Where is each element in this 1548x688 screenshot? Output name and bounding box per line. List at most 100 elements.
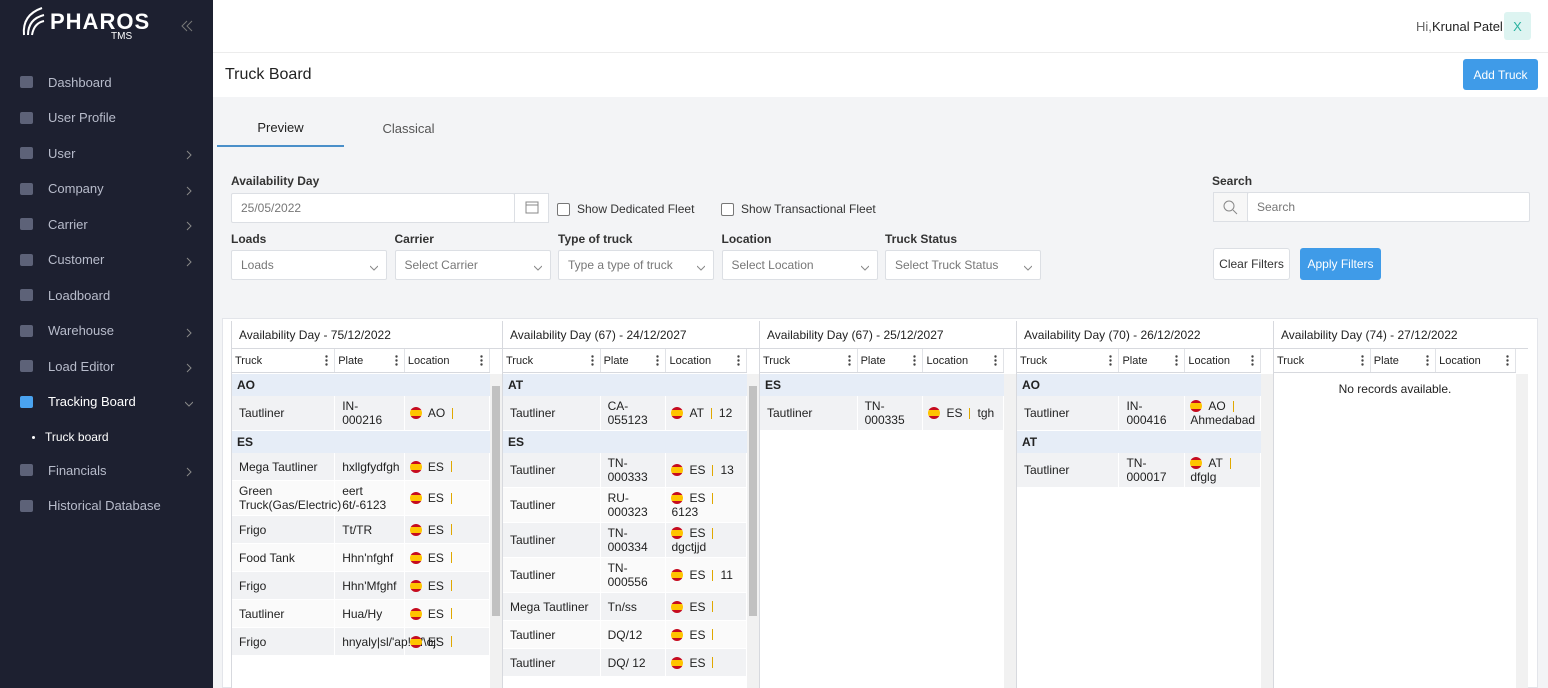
nav-item[interactable]: Load Editor: [0, 351, 213, 381]
group-rows: Tautliner IN-000416 AO Ahmedabad: [1017, 396, 1261, 431]
nav-item[interactable]: User: [0, 138, 213, 168]
truck-row[interactable]: Frigo Hhn'Mfghf ES: [232, 572, 490, 600]
truck-row[interactable]: Frigo hnyaly|sl/'ap!'af\oj' ES: [232, 628, 490, 656]
column-header[interactable]: Location: [666, 349, 747, 372]
country-code: ES: [427, 606, 444, 621]
country-code: ES: [427, 634, 444, 649]
group-rows: Tautliner IN-000216 AO: [232, 396, 490, 431]
scroll-thumb: [492, 386, 500, 616]
nav-item[interactable]: Customer: [0, 245, 213, 275]
column-menu[interactable]: [1426, 355, 1429, 369]
column-menu[interactable]: [913, 355, 917, 369]
column-header[interactable]: Truck: [503, 349, 601, 372]
truck-row[interactable]: Tautliner TN-000333 ES 13: [503, 453, 747, 488]
flag: [409, 407, 422, 419]
country-code: ES: [427, 578, 444, 593]
checkbox[interactable]: Show Transactional Fleet: [721, 202, 876, 216]
truck-row[interactable]: Tautliner IN-000416 AO Ahmedabad: [1017, 396, 1261, 431]
nav-item[interactable]: Warehouse: [0, 316, 213, 346]
column-header[interactable]: Location: [923, 349, 1004, 372]
flag: [671, 407, 684, 419]
column-header[interactable]: Truck: [232, 349, 336, 372]
truck-row[interactable]: Tautliner TN-000334 ES dgctjjd: [503, 523, 747, 558]
truck-row[interactable]: Tautliner RU-000323 ES 6123: [503, 488, 747, 523]
plate-cell: hxllgfydfgh: [335, 453, 405, 480]
column-menu[interactable]: [656, 355, 660, 369]
column-menu[interactable]: [395, 355, 398, 369]
truck-row[interactable]: Tautliner DQ/12 ES: [503, 621, 747, 649]
truck-row[interactable]: Mega Tautliner hxllgfydfgh ES: [232, 453, 490, 481]
checkbox[interactable]: Show Dedicated Fleet: [557, 202, 694, 216]
truck-row[interactable]: Tautliner DQ/ 12 ES: [503, 649, 747, 677]
collapse-icon[interactable]: [180, 20, 194, 32]
nav-item[interactable]: Financials: [0, 455, 213, 485]
nav-subitem[interactable]: Truck board: [45, 430, 109, 444]
column-menu[interactable]: [994, 355, 997, 369]
nav-item[interactable]: Carrier: [0, 209, 213, 239]
greeting: Hi,: [1416, 19, 1432, 34]
truck-row[interactable]: Tautliner IN-000216 AO: [232, 396, 490, 431]
column-header[interactable]: Plate: [335, 349, 405, 372]
column-header[interactable]: Truck: [1017, 349, 1120, 372]
column-header[interactable]: Plate: [1371, 349, 1437, 372]
clear-filters-button[interactable]: Clear Filters: [1213, 248, 1290, 280]
tab[interactable]: Classical: [382, 121, 435, 136]
column-header[interactable]: Location: [405, 349, 490, 372]
column-menu[interactable]: [847, 355, 851, 369]
select[interactable]: Type a type of truck: [558, 250, 714, 280]
plate-cell: eert 6t/-6123: [335, 481, 405, 515]
truck-row[interactable]: Tautliner Hua/Hy ES: [232, 600, 490, 628]
nav-item[interactable]: Company: [0, 174, 213, 204]
truck-row[interactable]: Green Truck(Gas/Electric) eert 6t/-6123 ES: [232, 481, 490, 516]
select[interactable]: Loads: [231, 250, 387, 280]
column-header[interactable]: Plate: [858, 349, 924, 372]
column-menu[interactable]: [1251, 355, 1254, 369]
add-truck-button[interactable]: Add Truck: [1463, 59, 1538, 90]
column-menu[interactable]: [480, 355, 483, 369]
location-name: 13: [720, 463, 734, 477]
column-title: Location: [669, 354, 712, 367]
search-input[interactable]: Search: [1247, 192, 1530, 222]
column-menu[interactable]: [737, 355, 740, 369]
column-menu[interactable]: [1175, 355, 1179, 369]
truck-row[interactable]: Tautliner TN-000556 ES 11: [503, 558, 747, 593]
column-header[interactable]: Truck: [1274, 349, 1371, 372]
select[interactable]: Select Truck Status: [885, 250, 1041, 280]
select[interactable]: Select Location: [721, 250, 878, 280]
nav-item[interactable]: Historical Database: [0, 491, 213, 521]
column-header[interactable]: Truck: [760, 349, 858, 372]
board-title: Availability Day (67) - 24/12/2027: [503, 321, 759, 349]
user-name[interactable]: Krunal Patel: [1432, 19, 1503, 34]
nav-item[interactable]: Dashboard: [0, 67, 213, 97]
nav-item[interactable]: Tracking Board: [0, 387, 213, 417]
truck-row[interactable]: Tautliner TN-000017 AT dfglg: [1017, 453, 1261, 488]
column-menu[interactable]: [325, 355, 328, 369]
column-menu[interactable]: [590, 355, 594, 369]
calendar-button[interactable]: [514, 193, 549, 223]
location-name: dfglg: [1190, 470, 1217, 484]
truck-row[interactable]: Food Tank Hhn'nfghf ES: [232, 544, 490, 572]
truck-row[interactable]: Mega Tautliner Tn/ss ES: [503, 593, 747, 621]
select[interactable]: Select Carrier: [394, 250, 551, 280]
sidebar: PHAROS TMS Dashboard User Profile User Comp…: [0, 0, 213, 688]
column-header[interactable]: Plate: [601, 349, 667, 372]
tab[interactable]: Preview: [217, 110, 344, 147]
location-name: 12: [718, 406, 733, 420]
date-input[interactable]: 25/05/2022: [231, 193, 515, 223]
column-menu[interactable]: [1506, 355, 1509, 369]
truck-row[interactable]: Tautliner TN-000335 ES tgh: [760, 396, 1004, 431]
column-menu[interactable]: [1109, 355, 1113, 369]
location-cell: AT dfglg: [1185, 453, 1261, 487]
column-header[interactable]: Location: [1436, 349, 1516, 372]
country-code: ES: [689, 568, 706, 582]
truck-row[interactable]: Frigo Tt/TR ES: [232, 516, 490, 544]
column-header[interactable]: Location: [1185, 349, 1261, 372]
nav-item[interactable]: Loadboard: [0, 280, 213, 310]
truck-row[interactable]: Tautliner CA-055123 AT 12: [503, 396, 747, 431]
column-menu[interactable]: [1361, 355, 1364, 369]
plate-cell: hnyaly|sl/'ap!'af\oj': [335, 628, 438, 655]
apply-filters-button[interactable]: Apply Filters: [1300, 248, 1381, 280]
nav-item[interactable]: User Profile: [0, 103, 213, 133]
avatar[interactable]: X: [1504, 12, 1531, 40]
column-header[interactable]: Plate: [1119, 349, 1186, 372]
